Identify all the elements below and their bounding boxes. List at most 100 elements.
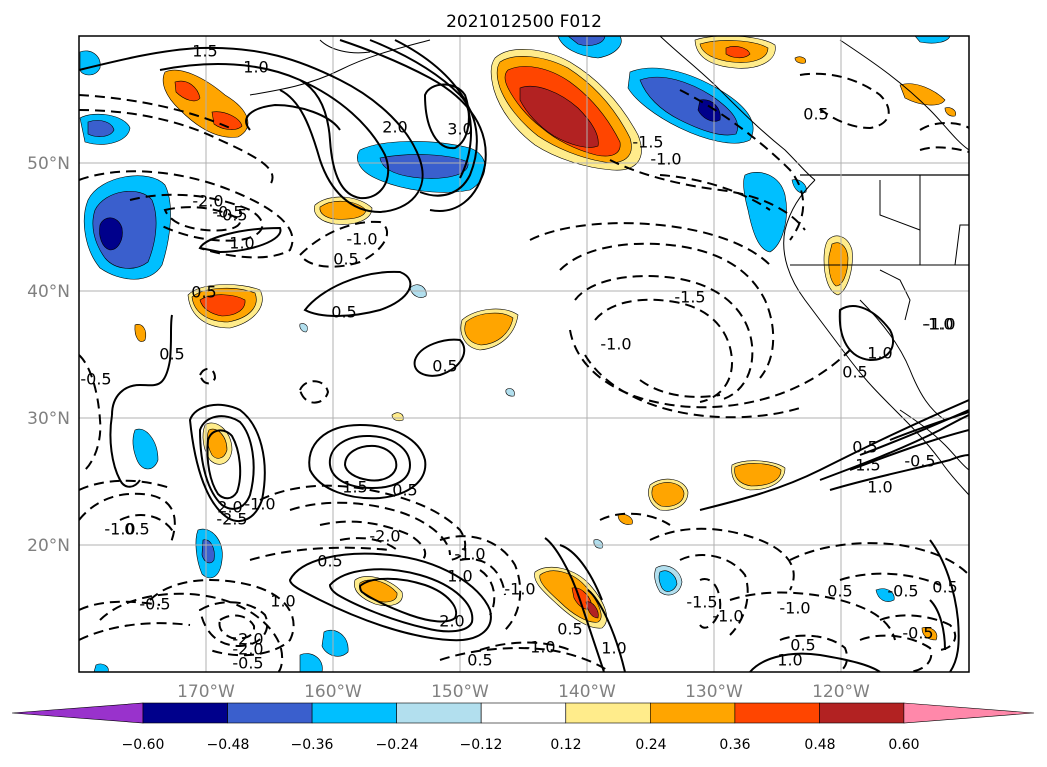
- contour-label: -2.0: [192, 192, 223, 211]
- contour-label: 0.5: [317, 552, 342, 571]
- contour-label: -1.0: [104, 520, 135, 539]
- contour-label: -0.5: [80, 370, 111, 389]
- contour-label: -1.0: [524, 638, 555, 657]
- colorbar-swatch: [311, 702, 397, 724]
- contour-label: -0.5: [232, 654, 263, 673]
- figure-title: 2021012500 F012: [446, 12, 602, 32]
- contour-label: 0.5: [557, 620, 582, 639]
- contour-label: -1.0: [650, 150, 681, 169]
- colorbar-tick: −0.12: [460, 737, 503, 753]
- contour-label: 0.5: [392, 481, 417, 500]
- colorbar-tick: −0.24: [376, 737, 419, 753]
- contour-label: 0.5: [852, 438, 877, 457]
- colorbar-tick: −0.48: [207, 737, 250, 753]
- contour-label: 0.5: [331, 303, 356, 322]
- contour-label: -0.5: [212, 203, 243, 222]
- contour-label: 1.0: [229, 234, 254, 253]
- contour-label: -1.0: [712, 607, 743, 626]
- contour-label: -2.0: [232, 640, 263, 659]
- colorbar-swatch: [396, 702, 482, 724]
- contour-label: -1.5: [686, 593, 717, 612]
- contour-label: 1.5: [855, 456, 880, 475]
- map-area: 1.5 1.0 2.0 3.0 -1.5 -1.0 0.5 -2.0 -0.5 …: [79, 36, 969, 673]
- colorbar-swatch: [142, 702, 228, 724]
- positive-contours: [79, 39, 969, 672]
- contour-label: -1.0: [244, 495, 275, 514]
- lon-label: 170°W: [177, 682, 235, 702]
- lon-label: 160°W: [304, 682, 362, 702]
- contour-label: 0.5: [803, 105, 828, 124]
- longitude-labels: 170°W 160°W 150°W 140°W 130°W 120°W: [177, 682, 870, 702]
- map-border: [78, 35, 970, 673]
- contour-label: -1.0: [779, 599, 810, 618]
- contour-label: 0.5: [790, 636, 815, 655]
- lon-label: 140°W: [558, 682, 616, 702]
- colorbar-extend-low: [11, 702, 144, 724]
- contour-label: -2.0: [232, 630, 263, 649]
- colorbar-swatch: [565, 702, 651, 724]
- colorbar-swatch: [819, 702, 905, 724]
- contour-label: -0.5: [139, 595, 170, 614]
- contour-label: 1.0: [867, 478, 892, 497]
- contour-label: 0.5: [159, 345, 184, 364]
- contour-label: 1.0: [447, 567, 472, 586]
- contour-label: 1.5: [192, 42, 217, 61]
- contour-label: 0.5: [432, 357, 457, 376]
- coastlines: [249, 36, 969, 496]
- gridlines: [79, 36, 969, 672]
- lon-label: 150°W: [431, 682, 489, 702]
- contour-label: -0.5: [887, 582, 918, 601]
- lon-label: 130°W: [685, 682, 743, 702]
- colorbar-tick: 0.48: [804, 737, 835, 753]
- contour-label: -1.0: [922, 315, 953, 334]
- contour-label: -1.5: [632, 133, 663, 152]
- contour-label: -2.0: [369, 527, 400, 546]
- contour-label: -1.0: [924, 315, 955, 334]
- colorbar-swatch: [649, 702, 736, 724]
- lat-label: 50°N: [27, 154, 70, 174]
- contour-label: 0.5: [932, 578, 957, 597]
- contour-label: 1.0: [270, 592, 295, 611]
- contour-label: 1.5: [342, 478, 367, 497]
- contour-label: 0.5: [842, 363, 867, 382]
- contour-label: -1.0: [346, 230, 377, 249]
- colorbar-tick-labels: −0.60 −0.48 −0.36 −0.24 −0.12 0.12 0.24 …: [122, 737, 920, 753]
- contour-label: 0.5: [467, 651, 492, 670]
- contour-label: 1.0: [867, 344, 892, 363]
- contour-label: 1.0: [243, 58, 268, 77]
- colorbar-tick: −0.60: [122, 737, 165, 753]
- colorbar-extend-high: [903, 702, 1035, 724]
- contour-label: 0.5: [333, 250, 358, 269]
- contour-label: -1.0: [600, 335, 631, 354]
- contour-label: -0.5: [216, 206, 247, 225]
- contour-label: 0.5: [191, 283, 216, 302]
- colorbar-swatch: [227, 702, 313, 724]
- contour-labels: 1.5 1.0 2.0 3.0 -1.5 -1.0 0.5 -2.0 -0.5 …: [80, 42, 957, 673]
- contour-label: 1.0: [601, 639, 626, 658]
- contour-label: 2.0: [217, 498, 242, 517]
- contour-label: 2.0: [439, 612, 464, 631]
- lat-label: 30°N: [27, 409, 70, 429]
- colorbar: [11, 702, 1035, 724]
- lat-label: 40°N: [27, 282, 70, 302]
- colorbar-tick: 0.12: [550, 737, 581, 753]
- contour-label: -1.0: [504, 580, 535, 599]
- latitude-labels: 50°N 40°N 30°N 20°N: [27, 154, 70, 556]
- contour-label: -0.5: [902, 624, 933, 643]
- colorbar-tick: 0.60: [888, 737, 919, 753]
- contour-label: -1.5: [674, 288, 705, 307]
- contour-label: -2.5: [216, 510, 247, 529]
- contour-label: 3.0: [447, 120, 472, 139]
- contour-label: -0.5: [904, 452, 935, 471]
- colorbar-swatch: [734, 702, 820, 724]
- shaded-anomalies: [79, 36, 957, 672]
- colorbar-swatch: [480, 702, 567, 724]
- colorbar-tick: 0.36: [719, 737, 750, 753]
- contour-label: -1.0: [454, 545, 485, 564]
- contour-label: 0.5: [827, 582, 852, 601]
- lat-label: 20°N: [27, 536, 70, 556]
- contour-label: 2.0: [382, 118, 407, 137]
- negative-contours: [79, 72, 969, 672]
- contour-label: 0.5: [124, 520, 149, 539]
